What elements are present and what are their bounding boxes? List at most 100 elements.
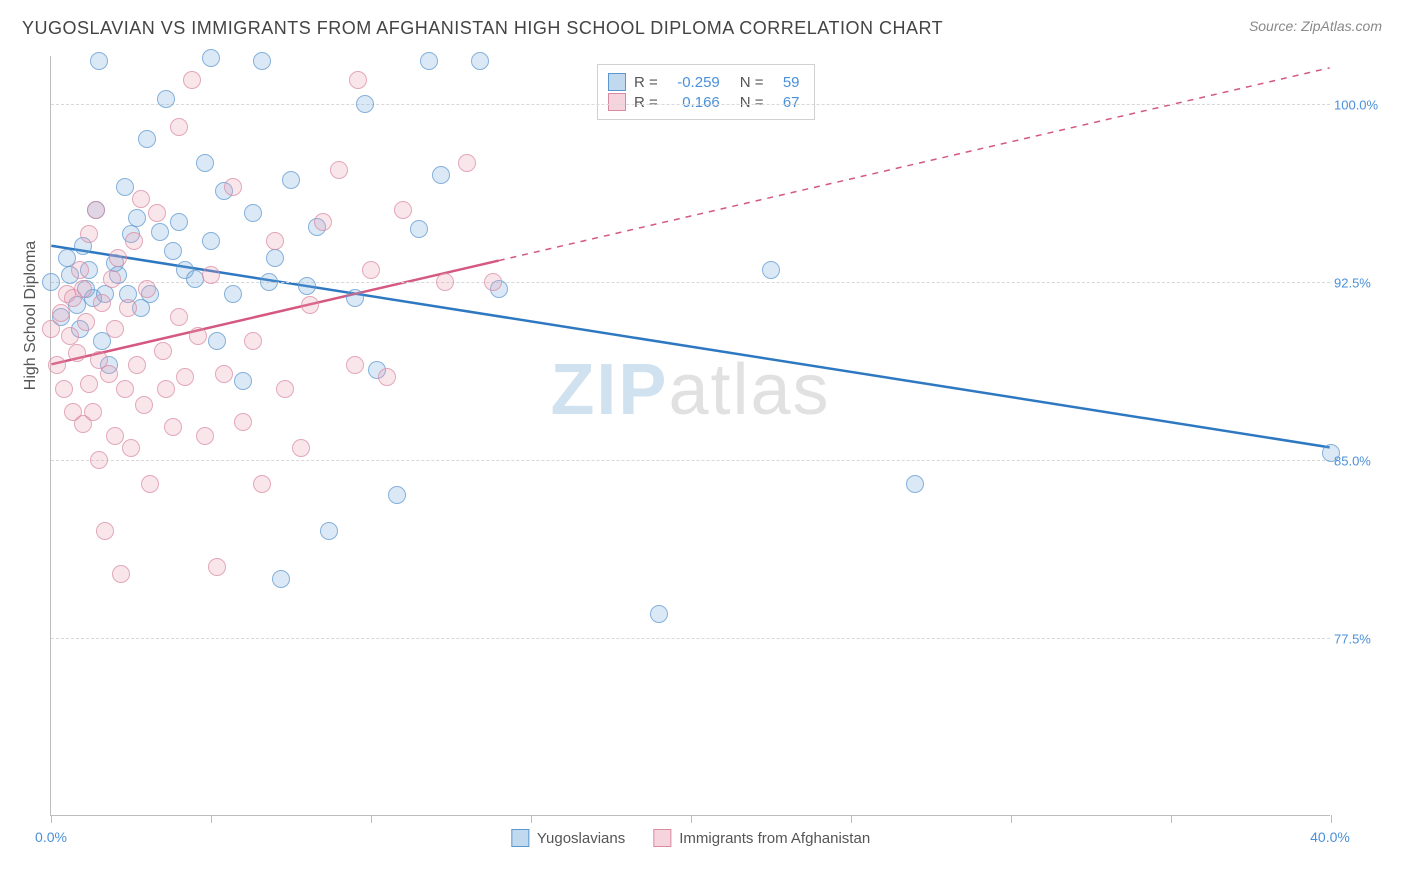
- data-point: [356, 95, 374, 113]
- legend-series: Yugoslavians Immigrants from Afghanistan: [511, 829, 870, 847]
- data-point: [100, 365, 118, 383]
- data-point: [106, 320, 124, 338]
- data-point: [253, 475, 271, 493]
- data-point: [80, 225, 98, 243]
- data-point: [260, 273, 278, 291]
- data-point: [109, 249, 127, 267]
- data-point: [151, 223, 169, 241]
- data-point: [272, 570, 290, 588]
- data-point: [154, 342, 172, 360]
- x-tick: [51, 815, 52, 823]
- data-point: [420, 52, 438, 70]
- legend-r-value: 0.166: [666, 94, 720, 111]
- trend-lines-layer: [51, 56, 1330, 815]
- data-point: [74, 280, 92, 298]
- legend-correlation: R =-0.259N =59R =0.166N =67: [597, 64, 815, 120]
- chart-container: High School Diploma ZIPatlas R =-0.259N …: [22, 50, 1382, 850]
- data-point: [346, 356, 364, 374]
- data-point: [170, 118, 188, 136]
- data-point: [202, 232, 220, 250]
- data-point: [112, 565, 130, 583]
- data-point: [42, 320, 60, 338]
- legend-item: Immigrants from Afghanistan: [653, 829, 870, 847]
- data-point: [157, 90, 175, 108]
- plot-area: ZIPatlas R =-0.259N =59R =0.166N =67 Yug…: [50, 56, 1330, 816]
- data-point: [276, 380, 294, 398]
- legend-row: R =-0.259N =59: [608, 73, 800, 91]
- data-point: [196, 154, 214, 172]
- data-point: [141, 475, 159, 493]
- data-point: [314, 213, 332, 231]
- data-point: [80, 375, 98, 393]
- data-point: [471, 52, 489, 70]
- data-point: [48, 356, 66, 374]
- data-point: [244, 204, 262, 222]
- data-point: [208, 332, 226, 350]
- data-point: [84, 403, 102, 421]
- data-point: [164, 242, 182, 260]
- x-tick: [371, 815, 372, 823]
- x-tick-left: 0.0%: [35, 829, 67, 845]
- data-point: [61, 327, 79, 345]
- data-point: [77, 313, 95, 331]
- gridline: 92.5%: [51, 282, 1330, 283]
- y-tick-label: 77.5%: [1334, 631, 1384, 646]
- data-point: [484, 273, 502, 291]
- data-point: [346, 289, 364, 307]
- legend-r-label: R =: [634, 74, 658, 91]
- data-point: [183, 71, 201, 89]
- data-point: [266, 249, 284, 267]
- data-point: [394, 201, 412, 219]
- legend-swatch: [653, 829, 671, 847]
- x-tick: [1011, 815, 1012, 823]
- data-point: [234, 372, 252, 390]
- data-point: [244, 332, 262, 350]
- x-tick-right: 40.0%: [1310, 829, 1350, 845]
- x-tick: [691, 815, 692, 823]
- data-point: [135, 396, 153, 414]
- header: YUGOSLAVIAN VS IMMIGRANTS FROM AFGHANIST…: [0, 0, 1406, 47]
- legend-swatch: [608, 93, 626, 111]
- data-point: [106, 427, 124, 445]
- data-point: [224, 285, 242, 303]
- legend-label: Immigrants from Afghanistan: [679, 830, 870, 847]
- data-point: [170, 213, 188, 231]
- x-tick: [1171, 815, 1172, 823]
- data-point: [170, 308, 188, 326]
- data-point: [362, 261, 380, 279]
- data-point: [436, 273, 454, 291]
- data-point: [202, 266, 220, 284]
- source-label: Source: ZipAtlas.com: [1249, 18, 1382, 34]
- data-point: [266, 232, 284, 250]
- y-tick-label: 92.5%: [1334, 275, 1384, 290]
- data-point: [432, 166, 450, 184]
- data-point: [650, 605, 668, 623]
- gridline: 85.0%: [51, 460, 1330, 461]
- data-point: [1322, 444, 1340, 462]
- data-point: [138, 130, 156, 148]
- x-tick: [1331, 815, 1332, 823]
- data-point: [202, 49, 220, 67]
- y-axis-label: High School Diploma: [22, 241, 40, 390]
- legend-r-value: -0.259: [666, 74, 720, 91]
- x-tick: [211, 815, 212, 823]
- data-point: [122, 439, 140, 457]
- data-point: [234, 413, 252, 431]
- legend-item: Yugoslavians: [511, 829, 625, 847]
- data-point: [42, 273, 60, 291]
- data-point: [71, 261, 89, 279]
- data-point: [128, 209, 146, 227]
- data-point: [125, 232, 143, 250]
- data-point: [215, 365, 233, 383]
- data-point: [410, 220, 428, 238]
- data-point: [189, 327, 207, 345]
- y-tick-label: 85.0%: [1334, 453, 1384, 468]
- data-point: [458, 154, 476, 172]
- data-point: [128, 356, 146, 374]
- source-name: ZipAtlas.com: [1301, 18, 1382, 34]
- data-point: [116, 380, 134, 398]
- source-prefix: Source:: [1249, 18, 1301, 34]
- legend-n-value: 59: [772, 74, 800, 91]
- data-point: [138, 280, 156, 298]
- legend-n-label: N =: [740, 94, 764, 111]
